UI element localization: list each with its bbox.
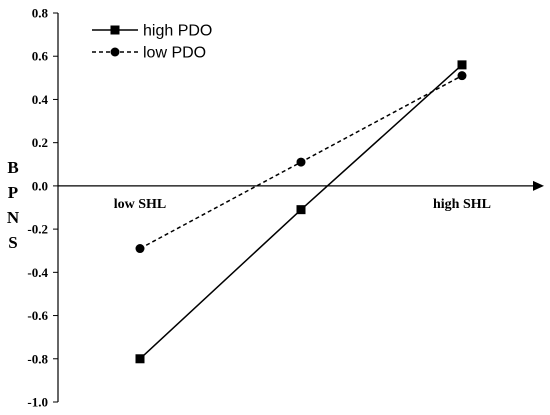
y-tick-label: -0.8 bbox=[27, 351, 48, 366]
y-axis-label-letter: S bbox=[8, 233, 17, 252]
series-0 bbox=[135, 60, 467, 364]
legend-item-1: low PDO bbox=[92, 45, 206, 62]
series-group bbox=[135, 60, 467, 364]
y-tick-label: 0.2 bbox=[32, 135, 48, 150]
y-axis-label-letter: N bbox=[7, 208, 20, 227]
y-tick-label: 0.0 bbox=[32, 178, 48, 193]
x-category-label: low SHL bbox=[114, 197, 167, 212]
data-point-circle bbox=[135, 244, 145, 254]
data-point-circle bbox=[457, 71, 467, 81]
y-tick-label: -0.4 bbox=[27, 265, 48, 280]
x-category-labels: low SHL high SHL bbox=[114, 197, 491, 212]
legend-marker-circle bbox=[110, 47, 120, 57]
y-tick-label: -1.0 bbox=[27, 395, 48, 410]
data-point-circle bbox=[296, 157, 306, 167]
axes bbox=[57, 13, 544, 402]
series-1 bbox=[135, 71, 467, 254]
legend-item-0: high PDO bbox=[92, 23, 212, 40]
legend: high PDO low PDO bbox=[92, 23, 212, 62]
data-point-square bbox=[135, 354, 145, 364]
y-tick-label: 0.4 bbox=[32, 92, 49, 107]
legend-marker-square bbox=[110, 25, 120, 35]
y-tick-label: 0.8 bbox=[32, 6, 49, 21]
y-tick-label: 0.6 bbox=[32, 49, 49, 64]
data-point-square bbox=[296, 205, 306, 215]
y-ticks: 0.8 0.6 0.4 0.2 0.0 -0.2 -0.4 -0.6 -0.8 -1.0 bbox=[27, 6, 58, 410]
legend-label: low PDO bbox=[143, 45, 206, 62]
legend-label: high PDO bbox=[143, 23, 212, 40]
y-tick-label: -0.2 bbox=[27, 222, 48, 237]
data-point-square bbox=[457, 60, 467, 70]
y-tick-label: -0.6 bbox=[27, 308, 48, 323]
x-category-label: high SHL bbox=[433, 197, 491, 212]
y-axis-label-letter: B bbox=[7, 158, 18, 177]
x-axis-arrow bbox=[533, 180, 544, 191]
y-axis-label-letter: P bbox=[8, 183, 18, 202]
